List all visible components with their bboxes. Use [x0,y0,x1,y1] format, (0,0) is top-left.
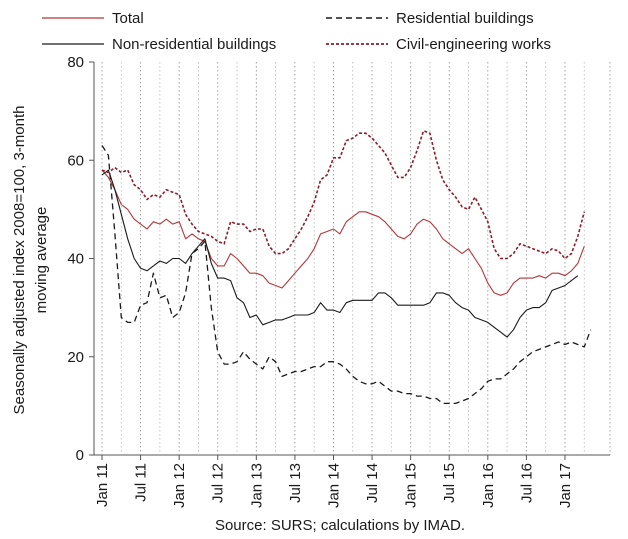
series-total [101,169,585,296]
series-lines [101,130,592,405]
x-tick-label: Jan 16 [480,463,497,508]
x-tick-label: Jan 17 [557,463,574,508]
x-tick-label: Jan 15 [403,463,420,508]
y-tick-label: 20 [67,349,84,366]
x-tick-label: Jul 16 [518,463,535,503]
x-tick-label: Jul 11 [133,463,150,502]
x-tick-label: Jan 11 [94,463,111,507]
source-note: Source: SURS; calculations by IMAD. [215,517,465,534]
legend-label-non-residential: Non-residential buildings [112,36,276,53]
series-civil-engineering [101,130,586,260]
series-residential [101,145,592,405]
y-tick-label: 60 [67,152,84,169]
legend: Total Non-residential buildings Resident… [42,10,551,53]
legend-label-residential: Residential buildings [396,10,534,27]
legend-label-total: Total [112,10,144,27]
y-axis-label-line2: moving average [33,207,50,314]
x-tick-label: Jan 13 [248,463,265,508]
x-tick-label: Jul 12 [210,463,227,503]
y-tick-label: 0 [76,447,84,464]
x-tick-label: Jan 14 [325,463,342,508]
legend-label-civil-engineering: Civil-engineering works [396,36,551,53]
x-tick-label: Jul 13 [287,463,304,503]
y-tick-label: 40 [67,251,84,268]
y-tick-label: 80 [67,54,84,71]
series-non-residential [101,169,579,338]
x-tick-label: Jan 12 [171,463,188,508]
x-tick-label: Jul 15 [441,463,458,503]
x-tick-labels: Jan 11 Jul 11 Jan 12 Jul 12 Jan 13 Jul 13 Jan … [94,455,574,508]
y-axis-label-line1: Seasonally adjusted index 2008=100, 3-mo… [11,106,28,415]
y-tick-labels: 0 20 40 60 80 [67,54,94,464]
x-tick-label: Jul 14 [364,463,381,503]
